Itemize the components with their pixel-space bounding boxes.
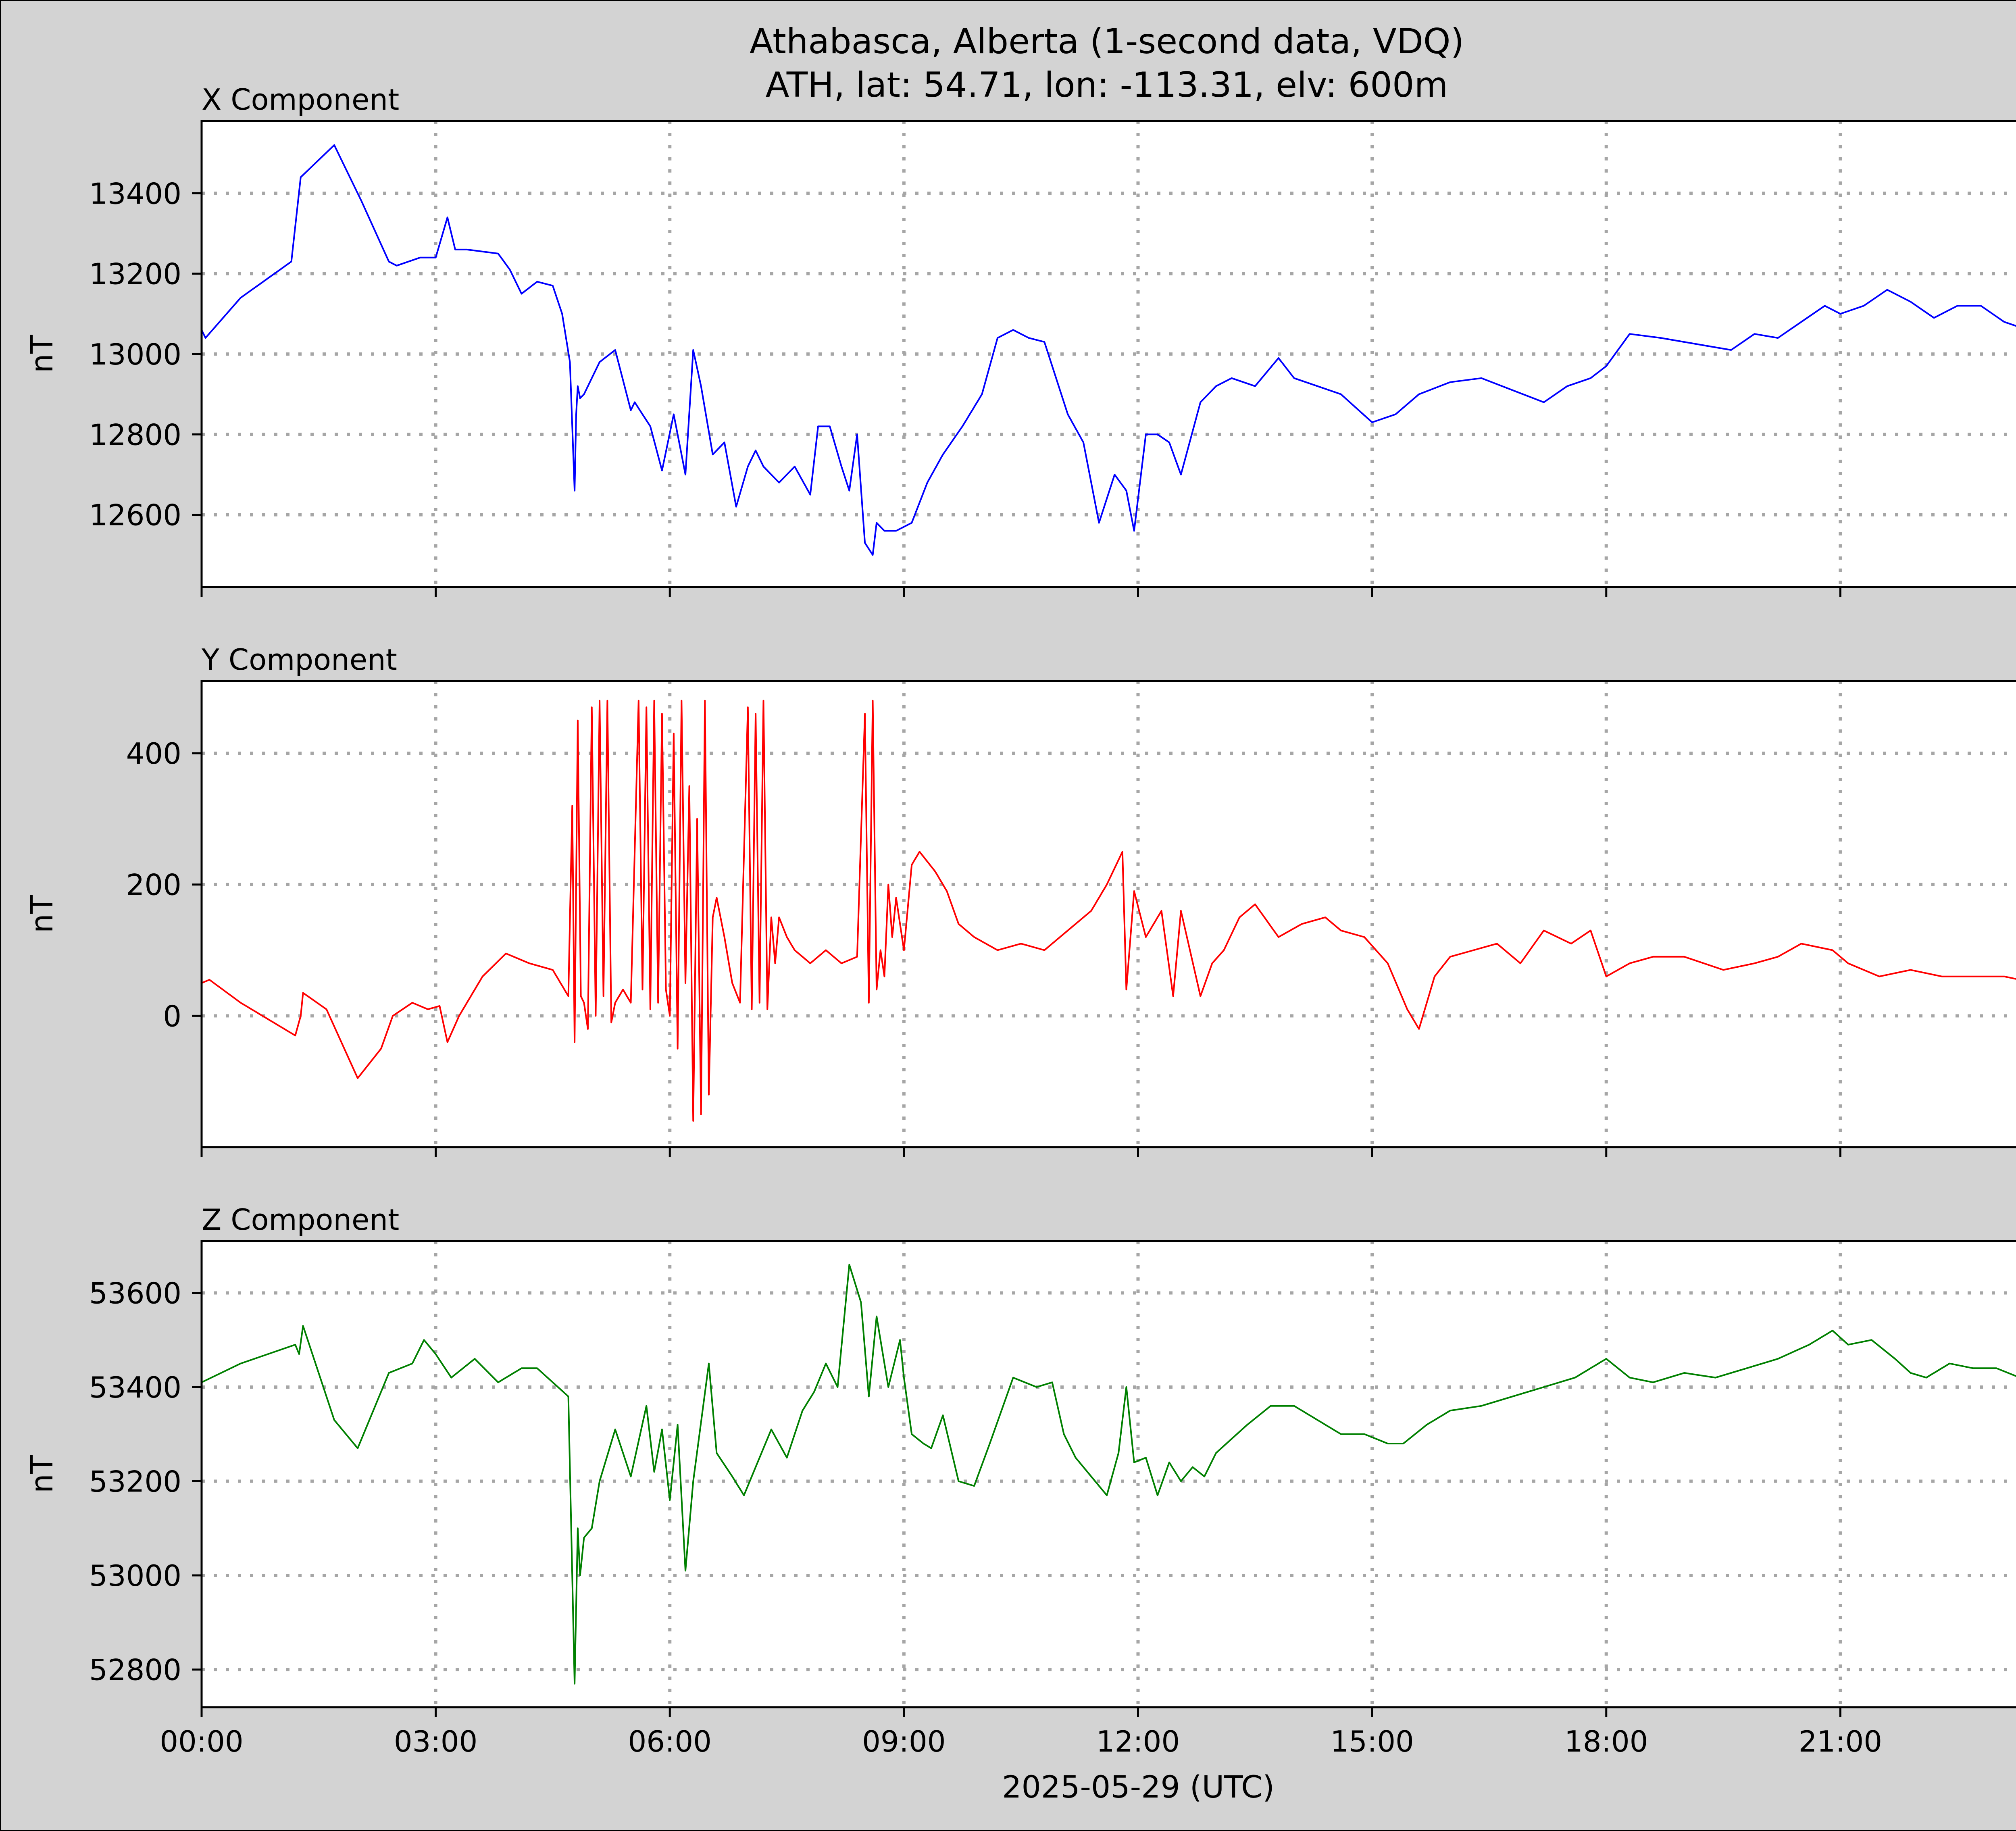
z-component-ytick-label-2: 53200	[89, 1465, 181, 1499]
y-component-grid	[202, 681, 2016, 1147]
x-component-ytick-label-3: 13200	[89, 257, 181, 291]
y-component-title: Y Component	[201, 643, 397, 677]
y-component-ylabel: nT	[24, 895, 60, 933]
y-component-ytick-label-0: 0	[163, 999, 181, 1033]
z-component-xtick-label-5: 15:00	[1330, 1725, 1414, 1758]
z-component-xtick-label-3: 09:00	[862, 1725, 946, 1758]
z-component-xtick-label-2: 06:00	[628, 1725, 712, 1758]
panels: 12600 12800 13000 13200 13400 X Component nT 0 2…	[24, 83, 2016, 1758]
z-component-xtick-label-7: 21:00	[1799, 1725, 1883, 1758]
y-component-plot-area	[202, 681, 2016, 1147]
z-component-xtick-label-0: 00:00	[160, 1725, 244, 1758]
figure-title-line2: ATH, lat: 54.71, lon: -113.31, elv: 600m	[766, 65, 1448, 105]
x-component-ytick-label-0: 12600	[89, 498, 181, 532]
x-component-ytick-label-1: 12800	[89, 418, 181, 452]
x-component-ylabel: nT	[24, 335, 60, 373]
y-component-series-line	[201, 700, 2016, 1122]
z-component-ytick-label-1: 53000	[89, 1559, 181, 1593]
z-component-ylabel: nT	[24, 1455, 60, 1493]
z-component-title: Z Component	[202, 1203, 399, 1237]
z-component-xtick-label-6: 18:00	[1564, 1725, 1648, 1758]
x-axis-label: 2025-05-29 (UTC)	[1002, 1769, 1275, 1805]
z-component-xtick-label-1: 03:00	[394, 1725, 478, 1758]
z-component-grid	[202, 1241, 2016, 1707]
x-component-grid	[202, 121, 2016, 587]
x-component-ytick-label-2: 13000	[89, 337, 181, 371]
z-component-plot-area	[202, 1241, 2016, 1707]
y-component-panel: 0 200 400 Y Component nT	[24, 643, 2016, 1157]
y-component-ytick-label-2: 400	[126, 737, 181, 771]
z-component-series-line	[201, 1264, 2016, 1685]
x-component-series-line	[201, 144, 2016, 556]
z-component-ytick-label-4: 53600	[89, 1276, 181, 1310]
z-component-panel: 52800 53000 53200 53400 53600 00:00 03:00 06:00…	[24, 1203, 2016, 1758]
x-component-panel: 12600 12800 13000 13200 13400 X Component nT	[24, 83, 2016, 597]
figure-title-line1: Athabasca, Alberta (1-second data, VDQ)	[750, 21, 1464, 62]
x-component-ytick-label-4: 13400	[89, 177, 181, 210]
z-component-ytick-label-3: 53400	[89, 1371, 181, 1404]
z-component-ytick-label-0: 52800	[89, 1653, 181, 1687]
z-component-xtick-label-4: 12:00	[1096, 1725, 1180, 1758]
y-component-ytick-label-1: 200	[126, 868, 181, 902]
x-component-title: X Component	[202, 83, 399, 117]
